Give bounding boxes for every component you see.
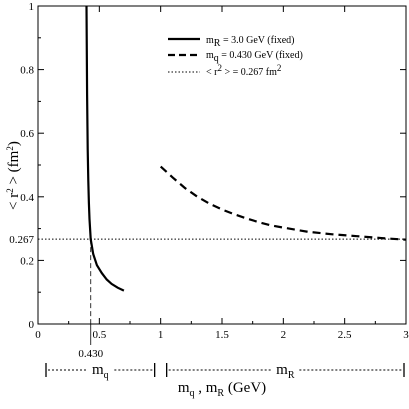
series-line-2	[159, 165, 407, 241]
x-axis-label: mq , mR (GeV)	[178, 380, 266, 399]
range-label: mR	[276, 362, 295, 381]
reference-y-label: 0.267	[9, 234, 34, 246]
x-tick-label: 0.5	[92, 329, 106, 341]
y-tick-label: 0.4	[20, 192, 34, 204]
range-label: mq	[92, 362, 109, 381]
y-tick-label: 0.8	[20, 65, 34, 77]
series-layer	[85, 5, 407, 292]
x-tick-label: 1.5	[215, 329, 229, 341]
legend-label-reference: < r2 > = 0.267 fm2	[206, 63, 281, 78]
y-tick-label: 0.2	[20, 255, 34, 267]
reference-layer: 0.267 0.430	[9, 234, 406, 360]
legend-label-series-2: mq = 0.430 GeV (fixed)	[206, 50, 303, 64]
y-axis-label: < r2 > (fm2)	[5, 141, 22, 210]
x-tick-label: 3	[403, 329, 409, 341]
y-tick-label: 0.6	[20, 128, 34, 140]
legend-label-series-1: mR = 3.0 GeV (fixed)	[206, 35, 295, 49]
y-tick-label: 1	[29, 1, 35, 13]
x-tick-label: 1	[158, 329, 164, 341]
range-brackets: mq mR	[45, 362, 405, 381]
series-line-1	[85, 5, 125, 292]
tick-layer: 0 0.5 1 1.5 2 2.5 3 0 0.2 0.4 0.6 0.8 1	[20, 1, 409, 341]
legend: mR = 3.0 GeV (fixed) mq = 0.430 GeV (fix…	[168, 35, 303, 78]
y-tick-label: 0	[29, 319, 35, 331]
x-tick-label: 2	[281, 329, 287, 341]
reference-x-label: 0.430	[78, 348, 103, 360]
x-tick-label: 2.5	[338, 329, 352, 341]
x-tick-label: 0	[35, 329, 41, 341]
